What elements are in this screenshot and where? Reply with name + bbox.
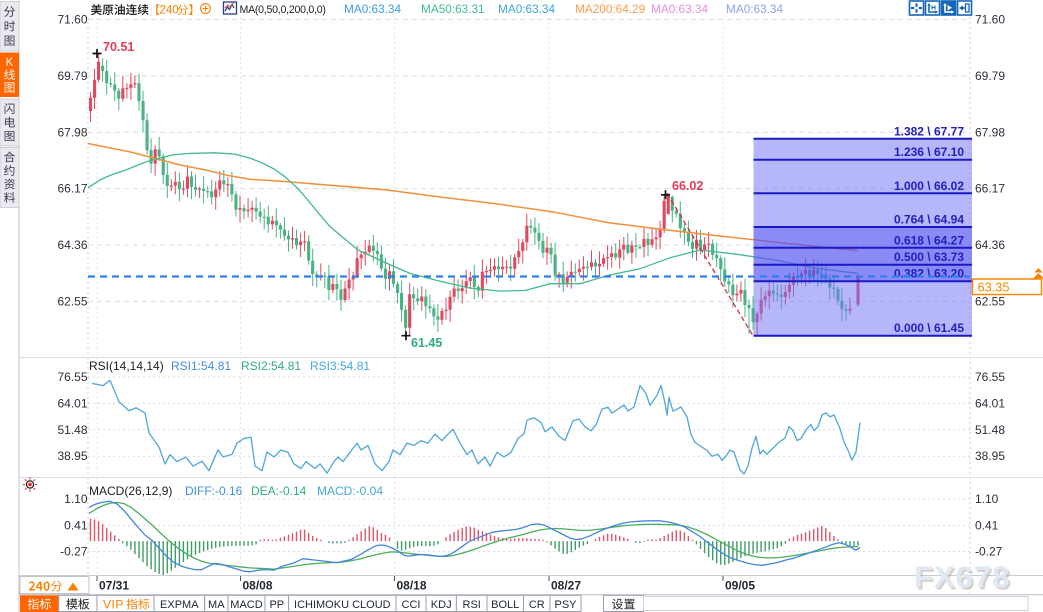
svg-text:64.01: 64.01 [57,396,87,410]
svg-text:08/27: 08/27 [551,579,581,593]
svg-text:66.02: 66.02 [672,179,703,193]
svg-text:64.01: 64.01 [975,396,1005,410]
svg-text:EXPMA: EXPMA [160,599,199,611]
svg-text:MACD: MACD [230,599,262,611]
svg-text:RSI2:54.81: RSI2:54.81 [241,359,301,373]
svg-text:RSI: RSI [463,599,481,611]
svg-text:07/31: 07/31 [99,579,129,593]
svg-text:38.95: 38.95 [975,449,1005,463]
svg-text:64.36: 64.36 [975,238,1005,252]
svg-text:0.41: 0.41 [975,518,999,532]
svg-text:-0.27: -0.27 [60,545,88,559]
svg-text:1.000 \ 66.02: 1.000 \ 66.02 [894,179,964,193]
svg-text:PP: PP [269,599,284,611]
svg-text:CR: CR [529,599,545,611]
svg-text:69.79: 69.79 [975,69,1005,83]
svg-text:RSI(14,14,14): RSI(14,14,14) [89,359,164,373]
svg-text:1.10: 1.10 [64,492,88,506]
svg-text:71.60: 71.60 [57,13,87,27]
svg-text:67.98: 67.98 [975,125,1005,139]
svg-text:DIFF:-0.16: DIFF:-0.16 [185,484,243,498]
svg-text:DEA:-0.14: DEA:-0.14 [251,484,307,498]
svg-text:76.55: 76.55 [57,370,87,384]
svg-text:PSY: PSY [554,599,577,611]
svg-text:67.98: 67.98 [57,125,87,139]
svg-text:71.60: 71.60 [975,13,1005,27]
svg-text:CCI: CCI [402,599,421,611]
svg-text:MA0:63.34: MA0:63.34 [498,2,555,16]
svg-text:MA0:63.34: MA0:63.34 [651,2,708,16]
svg-text:KDJ: KDJ [431,599,452,611]
svg-text:0.500 \ 63.73: 0.500 \ 63.73 [894,250,964,264]
svg-text:51.48: 51.48 [975,423,1005,437]
svg-text:MA200:64.29: MA200:64.29 [575,2,645,16]
svg-text:0.382 \ 63.20: 0.382 \ 63.20 [894,267,964,281]
svg-text:1.10: 1.10 [975,492,999,506]
svg-text:38.95: 38.95 [57,449,87,463]
svg-text:MA0:63.34: MA0:63.34 [726,2,783,16]
svg-text:62.55: 62.55 [975,294,1005,308]
svg-text:BOLL: BOLL [491,599,519,611]
svg-text:66.17: 66.17 [975,182,1005,196]
svg-text:MA(0,50,0,200,0,0): MA(0,50,0,200,0,0) [240,4,326,16]
svg-text:0.618 \ 64.27: 0.618 \ 64.27 [894,233,964,247]
svg-text:ICHIMOKU CLOUD: ICHIMOKU CLOUD [294,599,391,611]
svg-text:76.55: 76.55 [975,370,1005,384]
svg-text:69.79: 69.79 [57,69,87,83]
svg-text:61.45: 61.45 [411,336,442,350]
svg-text:MACD(26,12,9): MACD(26,12,9) [89,484,172,498]
svg-text:FX678: FX678 [916,562,1012,597]
svg-text:MA50:63.31: MA50:63.31 [421,2,485,16]
svg-text:K: K [6,57,14,69]
svg-text:1.236 \ 67.10: 1.236 \ 67.10 [894,145,964,159]
svg-text:MACD:-0.04: MACD:-0.04 [317,484,383,498]
svg-text:MA0:63.34: MA0:63.34 [344,2,401,16]
svg-text:66.17: 66.17 [57,182,87,196]
svg-text:RSI1:54.81: RSI1:54.81 [171,359,231,373]
svg-text:62.55: 62.55 [57,294,87,308]
svg-text:FX678: FX678 [914,560,1010,595]
svg-text:0.764 \ 64.94: 0.764 \ 64.94 [894,213,964,227]
svg-text:1.382 \ 67.77: 1.382 \ 67.77 [894,124,964,138]
svg-text:08/08: 08/08 [243,579,273,593]
svg-text:63.35: 63.35 [978,280,1010,295]
svg-text:0.000 \ 61.45: 0.000 \ 61.45 [894,321,964,335]
svg-text:MA: MA [208,599,225,611]
svg-text:0.41: 0.41 [64,518,88,532]
svg-text:VIP: VIP [103,598,124,612]
svg-text:70.51: 70.51 [103,40,134,54]
svg-text:64.36: 64.36 [57,238,87,252]
svg-text:08/18: 08/18 [397,579,427,593]
svg-text:51.48: 51.48 [57,423,87,437]
svg-text:09/05: 09/05 [725,579,755,593]
svg-text:240: 240 [160,5,179,17]
svg-text:-0.27: -0.27 [975,545,1003,559]
svg-text:RSI3:54.81: RSI3:54.81 [310,359,370,373]
